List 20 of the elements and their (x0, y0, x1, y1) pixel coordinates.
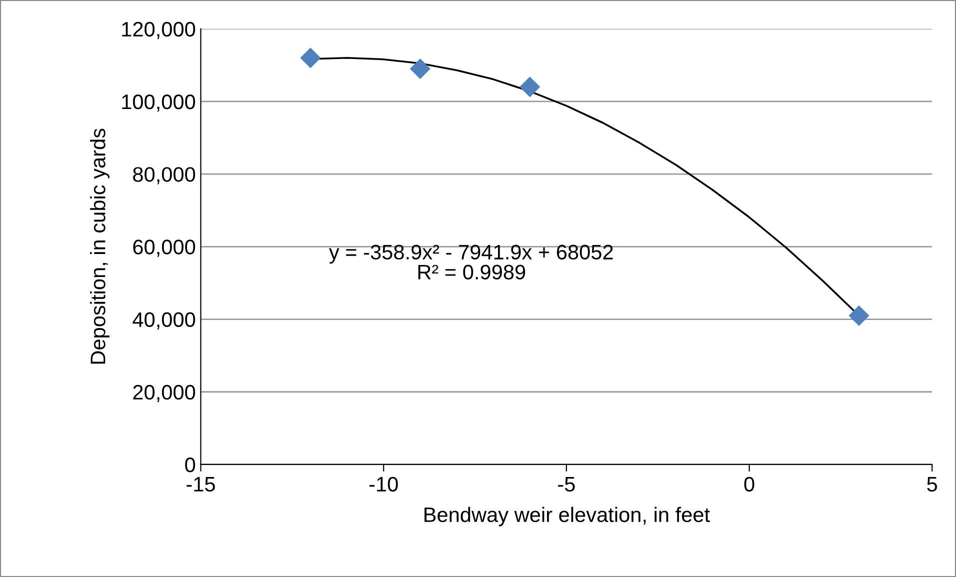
y-tick-label: 0 (185, 457, 196, 472)
y-tick-label: 60,000 (133, 240, 196, 257)
y-tick-label: 80,000 (133, 167, 196, 184)
annotation: R² = 0.9989 (418, 264, 526, 280)
y-tick-label: 20,000 (133, 384, 196, 402)
x-tick-label: 5 (927, 477, 938, 492)
y-tick-label: 120,000 (122, 22, 196, 40)
point (410, 58, 430, 80)
y-tick-label: 40,000 (132, 312, 196, 330)
y-axis-title: Deposition, in cubic yards (90, 128, 110, 364)
point (300, 48, 321, 68)
point (848, 305, 870, 326)
y-tick-label: 100,000 (122, 94, 196, 112)
annotation: y = -358.9x² - 7941.9x + 68052 (328, 244, 613, 264)
point (520, 76, 540, 98)
x-tick-label: -10 (369, 476, 398, 492)
x-axis-title: Bendway weir elevation, in feet (424, 506, 710, 526)
x-tick-label: -15 (186, 477, 215, 492)
x-tick-label: -5 (558, 477, 575, 492)
x-tick-label: 0 (744, 476, 754, 492)
